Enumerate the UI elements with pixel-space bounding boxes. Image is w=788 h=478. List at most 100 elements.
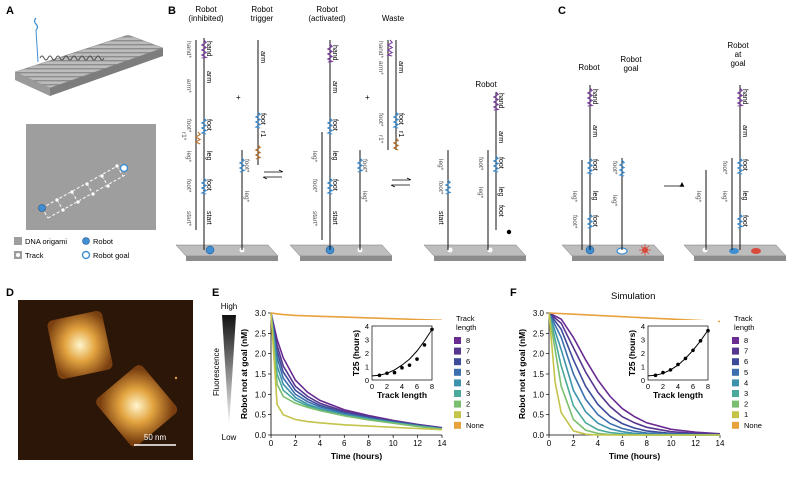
x-tick-label: 2 xyxy=(293,439,298,448)
strand-label-r1-star: r1* xyxy=(180,132,187,141)
y-axis-label: Robot not at goal (nM) xyxy=(517,329,527,419)
legend-entry: None xyxy=(744,421,762,430)
legend-swatch xyxy=(732,400,739,408)
legend-swatch xyxy=(732,411,739,419)
robot-right-foot xyxy=(492,155,500,173)
legend-entry: 3 xyxy=(466,389,470,398)
inset-x-tick-label: 4 xyxy=(400,382,404,391)
chart-f-title: Simulation xyxy=(611,291,655,302)
strand-label-leg-star: leg* xyxy=(477,187,484,199)
y-tick-label: 2.5 xyxy=(533,329,545,338)
inset-x-tick-label: 8 xyxy=(706,382,710,391)
legend-swatch xyxy=(454,368,461,376)
inset-data-point xyxy=(422,343,427,347)
strand-label-r1: r1 xyxy=(397,131,404,137)
x-tick-label: 14 xyxy=(438,439,447,448)
c2-foot-domain-2 xyxy=(736,213,744,229)
inset-x-tick-label: 8 xyxy=(430,382,434,391)
strand-label-hand: hand xyxy=(591,89,598,105)
hand-domain-act xyxy=(326,43,334,63)
inset-y-tick-label: 4 xyxy=(365,322,369,331)
y-tick-label: 0.0 xyxy=(255,431,267,440)
legend-entry: None xyxy=(466,421,484,430)
panel-a-legend: DNA origami Robot Track Robot goal xyxy=(14,237,130,260)
strand-label-arm: arm xyxy=(331,81,338,93)
x-tick-label: 8 xyxy=(644,439,649,448)
legend-swatch xyxy=(732,347,739,355)
legend-swatch xyxy=(454,411,461,419)
panel-b-reaction-arrows: + + xyxy=(236,93,412,188)
inset-data-point xyxy=(683,356,688,361)
panel-label-e: E xyxy=(212,287,219,299)
strand-label-foot-star: foot* xyxy=(185,119,192,133)
inset-x-axis-label: Track length xyxy=(653,390,703,400)
c2-hand-domain xyxy=(736,87,744,107)
inset-y-tick-label: 3 xyxy=(641,336,645,345)
inset-x-tick-label: 0 xyxy=(370,382,374,391)
hand-domain xyxy=(200,39,208,59)
strand-label-start: start xyxy=(205,211,212,225)
panel-b-surfaces xyxy=(175,244,527,261)
x-tick-label: 10 xyxy=(389,439,398,448)
inset-y-tick-label: 1 xyxy=(641,363,645,372)
inset-data-point xyxy=(676,362,680,367)
strand-label-foot-star: foot* xyxy=(243,159,250,173)
inset-data-point xyxy=(706,328,710,333)
strand-label-start-star: start* xyxy=(311,211,318,227)
robot-right-track-foot xyxy=(444,179,452,195)
legend-robot-goal: Robot goal xyxy=(93,251,130,260)
strand-label-foot: foot xyxy=(331,179,338,191)
header-robot-trigger-1: Robot xyxy=(251,5,273,14)
strand-label-arm: arm xyxy=(205,71,212,83)
strand-label-foot-star: foot* xyxy=(377,113,384,127)
strand-label-start: start xyxy=(331,211,338,225)
header-robot-trigger-2: trigger xyxy=(251,14,274,23)
inset-frame xyxy=(371,325,433,381)
x-tick-label: 0 xyxy=(269,439,274,448)
panel-c-strands: hand arm foot leg foot leg* foot* foot* leg* leg*… xyxy=(571,85,748,250)
track-foot-domain xyxy=(238,157,246,173)
strand-label-foot-star: foot* xyxy=(477,157,484,171)
inset-x-tick-label: 2 xyxy=(385,382,389,391)
strand-label-hand: hand xyxy=(205,41,212,57)
strand-label-leg-star: leg* xyxy=(611,195,618,207)
waste-r1-domain xyxy=(392,137,400,151)
x-axis-label: Time (hours) xyxy=(331,451,382,461)
strand-label-leg: leg xyxy=(591,191,598,200)
legend-swatch xyxy=(454,337,461,344)
strand-label-leg-star: leg* xyxy=(695,191,702,203)
strand-label-r1: r1 xyxy=(259,131,266,137)
inset-y-axis-label: T25 (hours) xyxy=(351,330,361,376)
x-tick-label: 4 xyxy=(596,439,601,448)
panel-b-headers: Robot (inhibited) Robot trigger Robot (a… xyxy=(188,5,497,89)
legend-swatch xyxy=(454,400,461,408)
x-tick-label: 8 xyxy=(366,439,371,448)
inset-x-tick-label: 6 xyxy=(415,382,419,391)
inset-data-point xyxy=(415,357,419,361)
y-tick-label: 3.0 xyxy=(255,309,267,318)
legend-entry: 7 xyxy=(466,347,470,356)
strand-label-arm: arm xyxy=(497,131,504,143)
strand-label-hand-star: hand* xyxy=(185,41,192,58)
header-robot: Robot xyxy=(475,80,497,89)
strand-label-foot: foot xyxy=(331,119,338,131)
legend-entry: 4 xyxy=(466,378,470,387)
fluorescence-high: High xyxy=(221,302,237,311)
trigger-foot-domain xyxy=(254,111,262,129)
strand-label-arm: arm xyxy=(397,61,404,73)
header-c-robot: Robot xyxy=(578,63,600,72)
y-tick-label: 0.0 xyxy=(533,431,545,440)
strand-label-foot-star: foot* xyxy=(611,161,618,175)
legend-entry: 2 xyxy=(466,400,470,409)
fluorescence-label: Fluorescence xyxy=(212,347,221,396)
header-c-robot-at-goal-1: Robot xyxy=(727,41,749,50)
inset-x-tick-label: 4 xyxy=(676,382,680,391)
legend-swatch xyxy=(454,421,461,429)
inset-data-point xyxy=(407,363,412,367)
strand-label-arm-star: arm* xyxy=(185,79,192,93)
robot-goal-icon xyxy=(81,250,91,260)
strand-label-foot-star: foot* xyxy=(311,179,318,193)
legend-entry: 2 xyxy=(744,400,748,409)
